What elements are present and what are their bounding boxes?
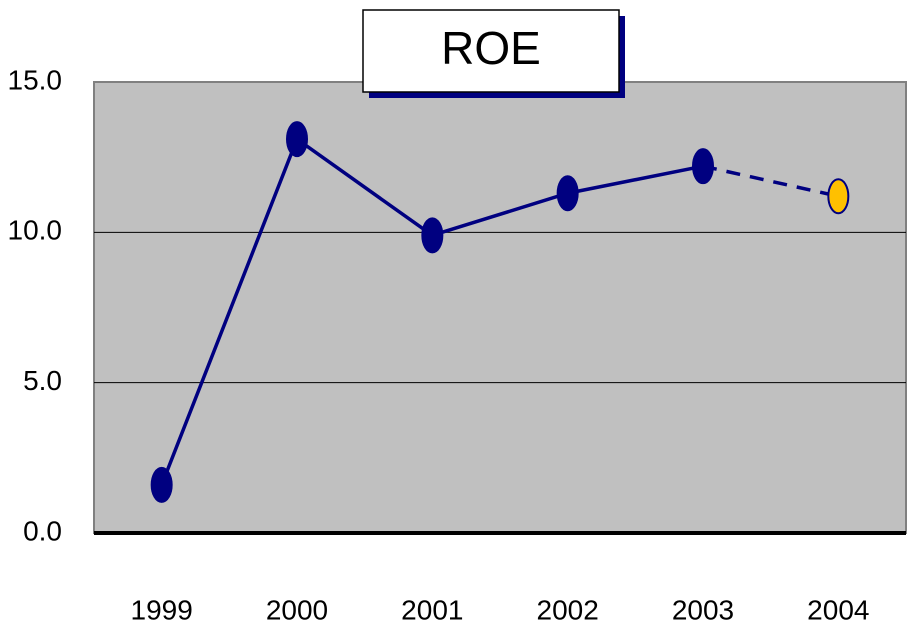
marker	[150, 466, 173, 503]
grid	[94, 231, 906, 384]
marker	[692, 148, 714, 185]
y-tick-label: 10.0	[8, 215, 63, 246]
marker	[556, 175, 579, 212]
x-tick-label: 2002	[537, 594, 599, 625]
x-tick-label: 2004	[807, 594, 869, 625]
marker	[421, 217, 444, 254]
x-tick-label: 2003	[672, 594, 734, 625]
y-tick-label: 0.0	[23, 515, 62, 546]
chart-title: ROE	[441, 22, 541, 74]
x-tick-label: 2000	[266, 594, 328, 625]
y-tick-label: 5.0	[23, 365, 62, 396]
marker	[286, 121, 308, 158]
plot-area	[93, 81, 907, 534]
y-tick-label: 15.0	[8, 64, 63, 95]
x-tick-label: 1999	[131, 594, 193, 625]
title-box	[362, 9, 620, 93]
marker	[827, 178, 850, 215]
x-tick-label: 2001	[401, 594, 463, 625]
